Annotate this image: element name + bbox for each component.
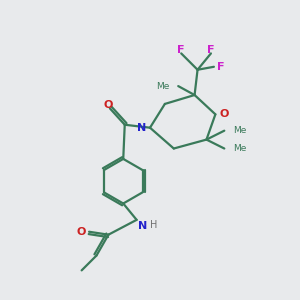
Text: O: O: [76, 227, 86, 237]
Text: O: O: [219, 109, 229, 119]
Text: F: F: [207, 45, 215, 56]
Text: N: N: [137, 123, 146, 133]
Text: O: O: [104, 100, 113, 110]
Text: Me: Me: [157, 82, 170, 91]
Text: N: N: [138, 221, 147, 231]
Text: H: H: [150, 220, 158, 230]
Text: F: F: [217, 62, 224, 72]
Text: F: F: [178, 45, 185, 56]
Text: Me: Me: [232, 126, 246, 135]
Text: Me: Me: [232, 144, 246, 153]
